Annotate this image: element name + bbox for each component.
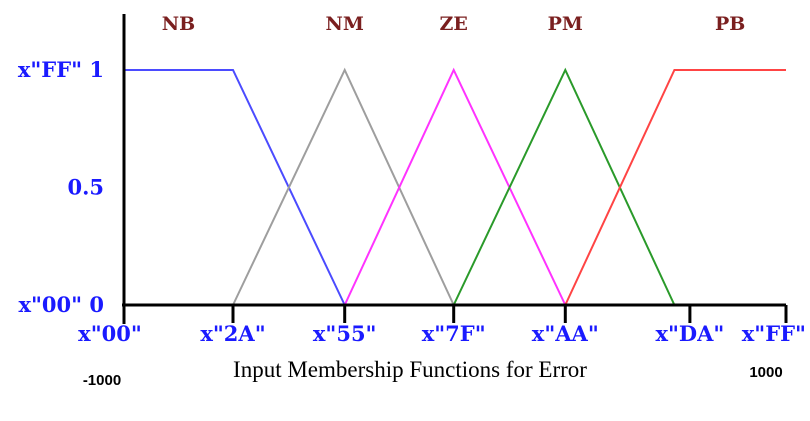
x-range-max-label: 1000 bbox=[749, 364, 782, 381]
x-tick-label-1: x"2A" bbox=[200, 321, 265, 346]
set-labels: NB NM ZE PM PB bbox=[162, 13, 746, 35]
x-tick-labels: x"00" x"2A" x"55" x"7F" x"AA" x"DA" x"FF" bbox=[78, 321, 806, 346]
x-tick-label-4: x"AA" bbox=[532, 321, 599, 346]
x-tick-label-5: x"DA" bbox=[655, 321, 724, 346]
y-tick-labels: x"00" 0 0.5 x"FF" 1 bbox=[18, 57, 104, 317]
set-label-nm: NM bbox=[325, 13, 363, 35]
series-line-nb bbox=[124, 69, 346, 306]
y-tick-label-1: 0.5 bbox=[67, 175, 104, 200]
set-label-ze: ZE bbox=[440, 13, 468, 35]
set-label-pb: PB bbox=[715, 13, 745, 35]
series-line-pb bbox=[564, 69, 786, 306]
set-label-nb: NB bbox=[162, 13, 195, 35]
x-range-min-label: -1000 bbox=[83, 372, 121, 389]
x-tick-marks bbox=[122, 305, 788, 323]
x-tick-label-3: x"7F" bbox=[422, 321, 486, 346]
series-layer bbox=[124, 67, 786, 306]
y-tick-label-0: x"00" 0 bbox=[18, 292, 104, 317]
series-line-ze bbox=[343, 67, 567, 306]
set-label-pm: PM bbox=[548, 13, 583, 35]
x-tick-label-0: x"00" bbox=[78, 321, 142, 346]
x-tick-label-6: x"FF" bbox=[742, 321, 806, 346]
y-tick-label-2: x"FF" 1 bbox=[18, 57, 104, 82]
x-tick-label-2: x"55" bbox=[313, 321, 377, 346]
chart-caption: Input Membership Functions for Error bbox=[233, 357, 587, 382]
series-line-nm bbox=[232, 67, 455, 306]
series-line-pm bbox=[452, 67, 676, 306]
